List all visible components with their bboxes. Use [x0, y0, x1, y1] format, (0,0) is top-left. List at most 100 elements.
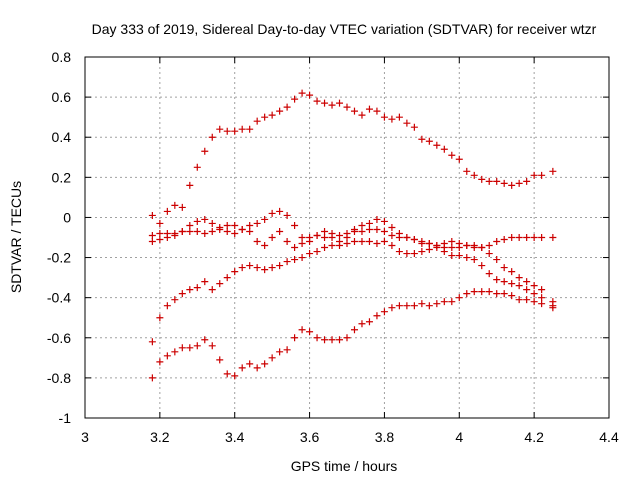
data-point: 4.16, 0.17 — [515, 179, 523, 187]
data-point: 4.06, 0.19 — [478, 175, 486, 183]
data-point: 4.16, -0.34 — [515, 282, 523, 290]
y-tick-label: -0.4 — [47, 290, 71, 306]
data-point: 3.4, -0.27 — [231, 268, 239, 276]
data-point: 3.4, -0.08 — [231, 229, 239, 237]
data-point: 4.16, -0.1 — [515, 234, 523, 241]
data-point: 3.58, -0.2 — [298, 254, 306, 262]
data-point: 4.18, 0.18 — [523, 177, 531, 185]
y-tick-labels: -1 -0.8 -0.6 -0.4 -0.2 0 0.2 0.4 0.6 0.8 — [47, 49, 71, 426]
data-points: 3.18, 0.013.2, -0.03 3.22, 0.033.24, 0.06… — [148, 89, 557, 382]
data-point: 3.46, -0.12 — [253, 238, 261, 246]
data-point: 4.1, -0.21 — [493, 256, 501, 264]
data-point: 4.2, -0.1 — [530, 234, 538, 241]
data-point: 3.3, -0.07 — [193, 227, 201, 235]
data-point: 3.9, -0.17 — [418, 248, 426, 256]
data-point: 4.1, -0.12 — [493, 238, 501, 246]
data-point: 3.32, -0.01 — [201, 215, 209, 223]
data-point: 3.46, -0.25 — [253, 264, 261, 272]
data-point: 4.04, 0.21 — [470, 171, 478, 179]
data-point: 4.02, -0.38 — [463, 290, 471, 298]
data-point: 3.44, -0.04 — [246, 221, 254, 229]
y-tick-label: 0.4 — [52, 129, 72, 145]
data-point: 4.2, 0.21 — [530, 171, 538, 179]
data-point: 4, -0.4 — [455, 294, 463, 302]
data-point: 3.84, -0.44 — [395, 302, 403, 310]
data-point: 3.54, -0.12 — [283, 238, 291, 246]
data-point: 3.96, -0.42 — [440, 298, 448, 306]
data-point: 3.86, -0.44 — [403, 302, 411, 310]
data-point: 4.04, -0.14 — [470, 242, 478, 250]
data-point: 3.52, 0.53 — [276, 107, 284, 115]
data-point: 3.9, 0.39 — [418, 135, 426, 143]
data-point: 3.98, -0.42 — [448, 298, 456, 306]
data-point: 4.06, -0.37 — [478, 288, 486, 296]
series-3: 3.18, -0.83.2, -0.723.22, -0.693.24, -0.… — [148, 288, 557, 382]
data-point: 4.02, 0.23 — [463, 167, 471, 175]
data-point: 3.36, -0.33 — [216, 280, 224, 288]
data-point: 3.56, -0.15 — [291, 244, 299, 252]
data-point: 3.44, -0.07 — [246, 227, 254, 235]
data-point: 3.42, 0.44 — [238, 125, 246, 133]
data-point: 3.94, -0.43 — [433, 300, 441, 308]
data-point: 3.86, -0.18 — [403, 250, 411, 258]
chart-title: Day 333 of 2019, Sidereal Day-to-day VTE… — [92, 21, 597, 37]
data-point: 3.72, 0.53 — [350, 107, 358, 115]
data-point: 3.2, -0.11 — [156, 236, 164, 244]
plot-frame — [84, 56, 610, 419]
x-axis-title: GPS time / hours — [291, 458, 398, 474]
data-point: 3.52, -0.24 — [276, 262, 284, 270]
data-point: 4.14, -0.1 — [508, 234, 516, 241]
data-point: 3.88, -0.11 — [410, 236, 418, 244]
data-point: 3.76, 0.54 — [365, 105, 373, 113]
data-point: 3.2, -0.03 — [156, 219, 164, 227]
data-point: 3.88, -0.18 — [410, 250, 418, 258]
data-point: 3.3, -0.64 — [193, 342, 201, 350]
data-point: 4, -0.15 — [455, 244, 463, 252]
data-point: 3.62, -0.6 — [313, 334, 321, 342]
y-axis-title: SDTVAR / TECUs — [8, 181, 24, 293]
data-point: 3.9, -0.43 — [418, 300, 426, 308]
data-point: 3.88, 0.45 — [410, 123, 418, 131]
data-point: 3.62, -0.09 — [313, 231, 321, 239]
data-point: 4.22, -0.43 — [538, 300, 546, 308]
data-point: 3.66, -0.08 — [328, 229, 336, 237]
data-point: 3.32, 0.33 — [201, 147, 209, 155]
x-tick-label: 4.2 — [524, 429, 544, 445]
data-point: 3.18, -0.8 — [148, 374, 156, 382]
data-point: 3.5, -0.25 — [268, 264, 276, 272]
data-point: 3.78, -0.49 — [373, 312, 381, 320]
data-point: 3.58, 0.62 — [298, 89, 306, 97]
data-point: 4.08, 0.18 — [485, 177, 493, 185]
data-point: 3.92, -0.16 — [425, 246, 433, 254]
data-point: 3.58, -0.56 — [298, 326, 306, 334]
data-point: 4.2, -0.34 — [530, 282, 538, 290]
data-point: 3.7, 0.55 — [343, 103, 351, 111]
data-point: 3.32, -0.08 — [201, 229, 209, 237]
data-point: 3.52, 0.03 — [276, 207, 284, 215]
data-point: 3.62, 0.58 — [313, 97, 321, 105]
data-point: 3.54, 0.55 — [283, 103, 291, 111]
data-point: 3.66, -0.14 — [328, 242, 336, 250]
data-point: 3.38, 0.43 — [223, 127, 231, 135]
data-point: 4, 0.29 — [455, 155, 463, 163]
data-point: 4, -0.19 — [455, 252, 463, 260]
data-point: 3.44, -0.24 — [246, 262, 254, 270]
data-point: 3.4, -0.04 — [231, 221, 239, 229]
data-point: 3.48, -0.01 — [261, 215, 269, 223]
data-point: 3.98, -0.19 — [448, 252, 456, 260]
data-point: 3.9, -0.12 — [418, 238, 426, 246]
data-point: 3.76, -0.03 — [365, 219, 373, 227]
data-point: 3.64, -0.61 — [321, 336, 329, 344]
y-tick-label: -0.6 — [47, 330, 71, 346]
data-point: 3.24, -0.41 — [171, 296, 179, 304]
data-point: 3.2, -0.5 — [156, 314, 164, 322]
data-point: 3.52, -0.07 — [276, 227, 284, 235]
x-tick-label: 4 — [455, 429, 463, 445]
data-point: 3.8, -0.12 — [380, 238, 388, 246]
data-point: 3.98, -0.12 — [448, 238, 456, 246]
data-point: 4.2, -0.42 — [530, 298, 538, 306]
data-point: 3.5, 0.02 — [268, 209, 276, 217]
data-point: 3.74, -0.07 — [358, 227, 366, 235]
data-point: 3.22, -0.44 — [163, 302, 171, 310]
